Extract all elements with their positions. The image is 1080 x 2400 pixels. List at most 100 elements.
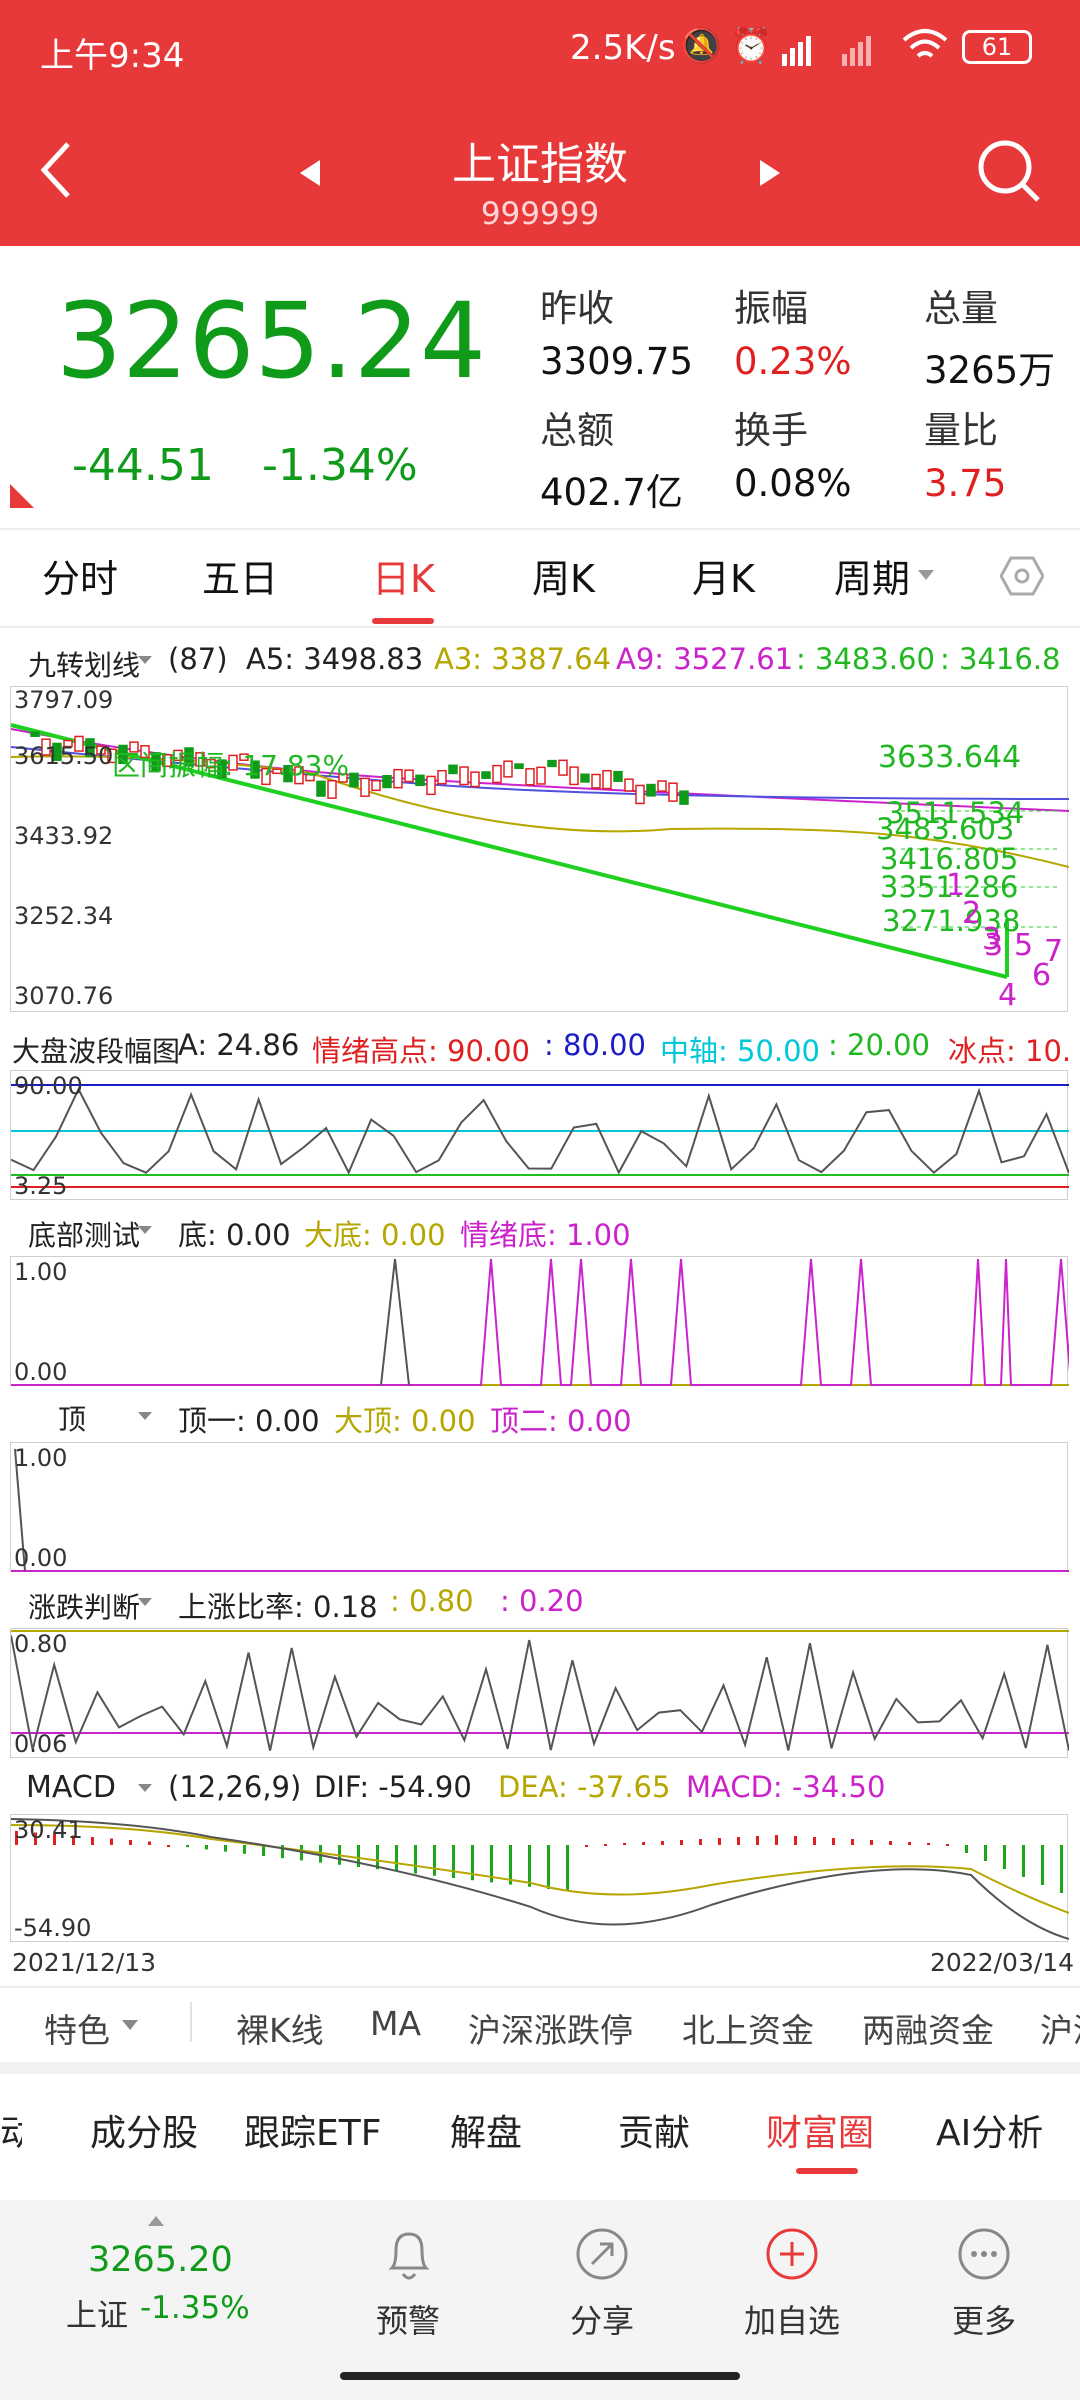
kline-v1: : 3483.60 bbox=[796, 642, 935, 676]
subtab[interactable]: AI分析 bbox=[936, 2113, 1044, 2154]
wave-80: : 80.00 bbox=[544, 1028, 647, 1062]
updown-chart[interactable] bbox=[10, 1628, 1070, 1758]
level-mark: 3416.805 bbox=[880, 842, 1019, 876]
wave-20: : 20.00 bbox=[828, 1028, 931, 1062]
bottom-price[interactable]: 3265.20 bbox=[88, 2240, 233, 2280]
toolbar-item[interactable]: 两融资金 bbox=[862, 2011, 994, 2050]
add-watchlist-button[interactable]: 加自选 bbox=[743, 2302, 840, 2340]
candle bbox=[338, 773, 348, 783]
toolbar-item[interactable]: 裸K线 bbox=[236, 2011, 324, 2050]
candle bbox=[547, 759, 557, 768]
toolbar-special[interactable]: 特色 bbox=[44, 2011, 110, 2050]
candle bbox=[250, 760, 260, 779]
indicator-name[interactable]: 九转划线 bbox=[28, 649, 141, 682]
wave-a: A: 24.86 bbox=[178, 1028, 300, 1062]
chevron-down-icon[interactable] bbox=[120, 2018, 140, 2032]
subtab[interactable]: 动 bbox=[0, 2113, 22, 2154]
macd-bar bbox=[908, 1842, 911, 1845]
candle bbox=[569, 766, 579, 786]
share-button[interactable]: 分享 bbox=[569, 2302, 634, 2340]
count-mark: 5 bbox=[1014, 928, 1034, 963]
bell-icon[interactable] bbox=[384, 2228, 434, 2284]
candle bbox=[426, 775, 436, 796]
count-mark: 7 bbox=[1044, 934, 1064, 969]
toolbar-item[interactable]: 沪深涨跌停 bbox=[468, 2011, 633, 2050]
chevron-down-icon[interactable] bbox=[136, 654, 154, 666]
candle bbox=[217, 759, 227, 779]
quote-label: 振幅 bbox=[734, 287, 808, 330]
tab-rik[interactable]: 日K bbox=[372, 557, 435, 601]
tab-fenshi[interactable]: 分时 bbox=[42, 557, 119, 601]
candle bbox=[305, 774, 315, 782]
chevron-down-icon[interactable] bbox=[136, 1782, 154, 1794]
indicator-name[interactable]: 顶 bbox=[58, 1403, 87, 1436]
back-icon[interactable] bbox=[38, 140, 78, 200]
count-mark: 2 bbox=[962, 896, 982, 931]
quote-label: 总额 bbox=[540, 409, 614, 452]
kline-params: (87) bbox=[168, 642, 228, 676]
candle bbox=[294, 766, 304, 785]
macd-bar bbox=[680, 1840, 683, 1845]
indicator-name[interactable]: MACD bbox=[26, 1770, 116, 1805]
subtab-active[interactable]: 财富圈 bbox=[766, 2113, 875, 2154]
tab-yuek[interactable]: 月K bbox=[692, 557, 755, 601]
wifi-icon bbox=[902, 29, 948, 58]
divider bbox=[0, 626, 1080, 628]
chevron-down-icon[interactable] bbox=[916, 568, 936, 582]
subtab[interactable]: 跟踪ETF bbox=[244, 2113, 382, 2154]
bottom-bar: 3265.20 上证 -1.35% 预警 分享 加自选 更多 bbox=[0, 2200, 1080, 2400]
prev-index-icon[interactable] bbox=[298, 158, 322, 188]
bottom-test-chart[interactable] bbox=[10, 1256, 1073, 1386]
chevron-down-icon[interactable] bbox=[136, 1596, 154, 1608]
candle bbox=[184, 747, 194, 767]
bottom-test-svg bbox=[11, 1258, 1073, 1386]
quote-value: 3.75 bbox=[924, 462, 1007, 505]
y-axis-label: 0.00 bbox=[14, 1358, 68, 1386]
toolbar-item[interactable]: MA bbox=[370, 2004, 422, 2043]
indicator-name[interactable]: 底部测试 bbox=[28, 1219, 141, 1252]
candle bbox=[481, 771, 491, 779]
chevron-down-icon[interactable] bbox=[136, 1410, 154, 1422]
date-start: 2021/12/13 bbox=[12, 1948, 157, 1977]
macd-bar bbox=[984, 1845, 987, 1861]
tab-zhouqi[interactable]: 周期 bbox=[834, 557, 911, 601]
chevron-down-icon[interactable] bbox=[136, 1224, 154, 1236]
toolbar-item[interactable]: 北上资金 bbox=[682, 2011, 814, 2050]
bottom-index-pct: -1.35% bbox=[140, 2290, 250, 2326]
subtab[interactable]: 成分股 bbox=[90, 2113, 199, 2154]
y-axis-label: 90.00 bbox=[14, 1072, 83, 1100]
macd-params: (12,26,9) bbox=[168, 1770, 302, 1804]
macd-bar bbox=[832, 1838, 835, 1845]
tab-zhouk[interactable]: 周K bbox=[532, 557, 595, 601]
settings-hexagon-icon[interactable] bbox=[1000, 556, 1044, 596]
quote-label: 换手 bbox=[734, 409, 808, 452]
alert-button[interactable]: 预警 bbox=[375, 2302, 440, 2340]
chevron-up-icon[interactable] bbox=[146, 2214, 166, 2228]
macd-bar bbox=[737, 1837, 740, 1845]
divider bbox=[0, 2062, 1080, 2074]
subtab[interactable]: 贡献 bbox=[618, 2113, 691, 2154]
count-mark: 3 bbox=[984, 928, 1004, 963]
share-icon[interactable] bbox=[574, 2226, 630, 2282]
kline-a3: A3: 3387.64 bbox=[434, 642, 612, 676]
search-icon[interactable] bbox=[976, 138, 1042, 204]
status-bar: 上午9:34 2.5K/s 🔕 ⏰ 61 bbox=[0, 0, 1080, 96]
kline-chart[interactable] bbox=[10, 686, 1070, 1012]
subtab[interactable]: 解盘 bbox=[450, 2113, 523, 2154]
quote-value: 402.7亿 bbox=[540, 471, 683, 514]
more-icon[interactable] bbox=[956, 2226, 1012, 2282]
candle bbox=[580, 773, 590, 783]
next-index-icon[interactable] bbox=[758, 158, 782, 188]
indicator-name[interactable]: 大盘波段幅图 bbox=[12, 1035, 181, 1068]
candle bbox=[195, 752, 205, 767]
tab-wuri[interactable]: 五日 bbox=[202, 557, 279, 601]
network-speed: 2.5K/s bbox=[570, 28, 676, 68]
add-circle-icon[interactable] bbox=[764, 2226, 820, 2282]
macd-chart[interactable] bbox=[10, 1814, 1070, 1942]
wave-chart[interactable] bbox=[10, 1070, 1070, 1200]
top-test-chart[interactable] bbox=[10, 1442, 1069, 1572]
more-button[interactable]: 更多 bbox=[951, 2302, 1016, 2340]
toolbar-item[interactable]: 沪深 bbox=[1040, 2011, 1080, 2050]
candle bbox=[635, 784, 645, 805]
indicator-name[interactable]: 涨跌判断 bbox=[28, 1591, 141, 1624]
